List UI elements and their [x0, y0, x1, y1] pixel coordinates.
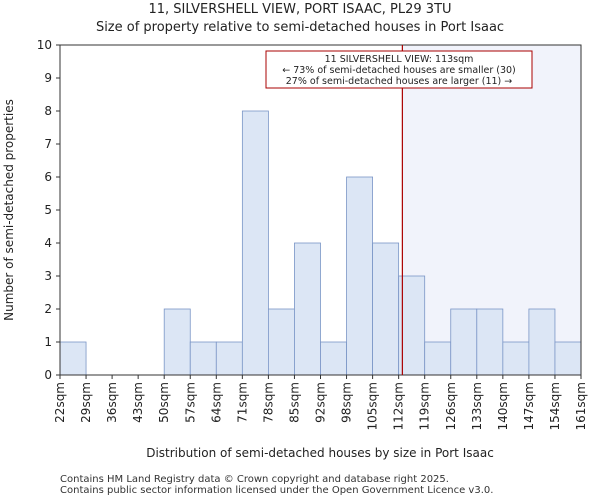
x-tick-label: 147sqm [522, 382, 536, 430]
bar-154sqm [554, 341, 582, 376]
x-tick-label: 64sqm [209, 382, 223, 423]
bar-71sqm [241, 110, 269, 376]
x-tick-label: 133sqm [470, 382, 484, 430]
bar-147sqm [528, 308, 556, 376]
annotation-line-3: 27% of semi-detached houses are larger (… [286, 76, 513, 87]
footer-licence: Contains public sector information licen… [60, 485, 494, 496]
bar-92sqm [320, 341, 347, 376]
x-tick-label: 119sqm [418, 382, 432, 430]
x-tick-label: 57sqm [183, 382, 197, 423]
bar-126sqm [450, 308, 478, 376]
x-tick-label: 105sqm [366, 382, 380, 430]
y-axis-label: Number of semi-detached properties [2, 99, 16, 321]
x-tick-label: 71sqm [235, 382, 249, 423]
x-tick-label: 29sqm [79, 382, 93, 423]
x-tick-label: 43sqm [131, 382, 145, 423]
x-tick-label: 140sqm [496, 382, 510, 430]
x-tick-label: 22sqm [53, 382, 67, 423]
chart-title: 11, SILVERSHELL VIEW, PORT ISAAC, PL29 3… [148, 2, 452, 17]
bar-105sqm [372, 242, 400, 376]
bar-119sqm [424, 341, 452, 376]
x-tick-label: 126sqm [444, 382, 458, 430]
x-axis-label: Distribution of semi-detached houses by … [146, 446, 494, 460]
x-tick-label: 98sqm [340, 382, 354, 423]
y-tick-label: 0 [44, 368, 52, 382]
bar-98sqm [346, 176, 373, 376]
x-tick-label: 36sqm [105, 382, 119, 423]
y-tick-label: 4 [44, 236, 52, 250]
y-tick-label: 2 [44, 302, 52, 316]
y-tick-label: 5 [44, 203, 52, 217]
bar-85sqm [294, 242, 321, 376]
bar-50sqm [163, 308, 191, 376]
bar-112sqm [398, 275, 426, 376]
annotation-line-1: 11 SILVERSHELL VIEW: 113sqm [325, 54, 474, 65]
x-tick-label: 78sqm [261, 382, 275, 423]
annotation-line-2: ← 73% of semi-detached houses are smalle… [282, 65, 516, 76]
bar-22sqm [59, 341, 87, 376]
bar-133sqm [476, 308, 504, 376]
x-tick-label: 112sqm [392, 382, 406, 430]
x-tick-label: 50sqm [157, 382, 171, 423]
chart-subtitle: Size of property relative to semi-detach… [95, 20, 505, 35]
x-tick-label: 85sqm [287, 382, 301, 423]
y-tick-label: 7 [44, 137, 52, 151]
y-tick-label: 1 [44, 335, 52, 349]
marker-annotation: 11 SILVERSHELL VIEW: 113sqm ← 73% of sem… [265, 50, 533, 89]
y-tick-label: 10 [37, 38, 52, 52]
footer-copyright: Contains HM Land Registry data © Crown c… [60, 474, 449, 485]
bar-64sqm [215, 341, 243, 376]
x-tick-label: 154sqm [548, 382, 562, 430]
bar-140sqm [502, 341, 530, 376]
y-tick-label: 3 [44, 269, 52, 283]
x-tick-label: 92sqm [314, 382, 328, 423]
bar-57sqm [189, 341, 217, 376]
bar-78sqm [267, 308, 295, 376]
y-tick-label: 6 [44, 170, 52, 184]
y-tick-label: 9 [44, 71, 52, 85]
y-tick-label: 8 [44, 104, 52, 118]
x-tick-label: 161sqm [574, 382, 588, 430]
